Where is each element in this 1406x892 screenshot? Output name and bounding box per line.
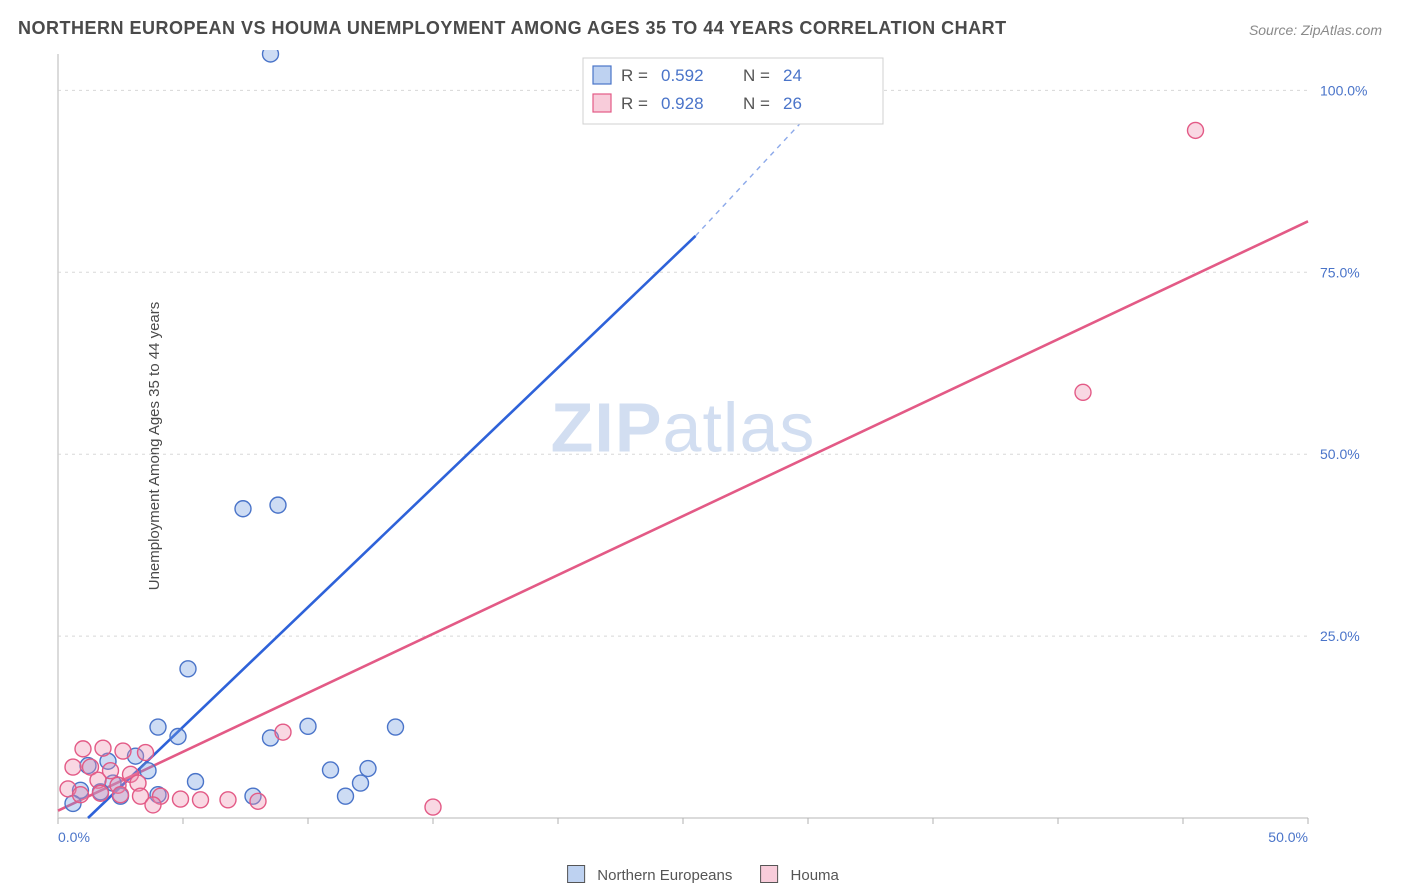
stats-swatch-blue bbox=[593, 66, 611, 84]
data-point-pink bbox=[1075, 384, 1091, 400]
legend-swatch-blue bbox=[567, 865, 585, 883]
data-point-blue bbox=[300, 718, 316, 734]
stats-r-label: R = bbox=[621, 94, 648, 113]
data-point-blue bbox=[188, 774, 204, 790]
x-tick-label: 0.0% bbox=[58, 829, 90, 845]
data-point-pink bbox=[138, 745, 154, 761]
data-point-blue bbox=[388, 719, 404, 735]
chart-title: NORTHERN EUROPEAN VS HOUMA UNEMPLOYMENT … bbox=[18, 18, 1007, 39]
data-point-blue bbox=[263, 50, 279, 62]
legend-item-blue: Northern Europeans bbox=[567, 865, 732, 884]
data-point-blue bbox=[323, 762, 339, 778]
data-point-pink bbox=[173, 791, 189, 807]
data-point-blue bbox=[170, 729, 186, 745]
stats-n-label: N = bbox=[743, 66, 770, 85]
y-tick-label: 25.0% bbox=[1320, 628, 1360, 644]
data-point-pink bbox=[93, 785, 109, 801]
bottom-legend: Northern Europeans Houma bbox=[567, 865, 839, 884]
stats-n-value-pink: 26 bbox=[783, 94, 802, 113]
x-tick-label: 50.0% bbox=[1268, 829, 1308, 845]
data-point-pink bbox=[95, 740, 111, 756]
data-point-pink bbox=[275, 724, 291, 740]
data-point-pink bbox=[250, 793, 266, 809]
stats-r-value-pink: 0.928 bbox=[661, 94, 704, 113]
data-point-blue bbox=[150, 719, 166, 735]
data-point-blue bbox=[235, 501, 251, 517]
data-point-blue bbox=[338, 788, 354, 804]
data-point-pink bbox=[113, 787, 129, 803]
stats-r-label: R = bbox=[621, 66, 648, 85]
data-point-pink bbox=[193, 792, 209, 808]
data-point-pink bbox=[1188, 122, 1204, 138]
legend-item-pink: Houma bbox=[760, 865, 839, 884]
data-point-pink bbox=[220, 792, 236, 808]
data-point-pink bbox=[425, 799, 441, 815]
data-point-blue bbox=[360, 761, 376, 777]
data-point-blue bbox=[353, 775, 369, 791]
y-tick-label: 75.0% bbox=[1320, 264, 1360, 280]
data-point-blue bbox=[270, 497, 286, 513]
y-tick-label: 100.0% bbox=[1320, 82, 1367, 98]
source-caption: Source: ZipAtlas.com bbox=[1249, 22, 1382, 38]
data-point-pink bbox=[115, 743, 131, 759]
data-point-blue bbox=[180, 661, 196, 677]
stats-r-value-blue: 0.592 bbox=[661, 66, 704, 85]
data-point-pink bbox=[73, 787, 89, 803]
stats-n-value-blue: 24 bbox=[783, 66, 802, 85]
legend-label-pink: Houma bbox=[791, 867, 839, 884]
data-point-pink bbox=[145, 797, 161, 813]
legend-swatch-pink bbox=[760, 865, 778, 883]
plot-area: 25.0% 50.0% 75.0% 100.0% 0.0% 50.0% ZIPatlas R … bbox=[50, 50, 1388, 852]
y-tick-label: 50.0% bbox=[1320, 446, 1360, 462]
data-point-pink bbox=[65, 759, 81, 775]
legend-label-blue: Northern Europeans bbox=[597, 867, 732, 884]
scatter-chart: 25.0% 50.0% 75.0% 100.0% 0.0% 50.0% ZIPatlas R … bbox=[50, 50, 1388, 852]
watermark: ZIPatlas bbox=[551, 388, 816, 466]
stats-n-label: N = bbox=[743, 94, 770, 113]
stats-swatch-pink bbox=[593, 94, 611, 112]
data-point-pink bbox=[75, 741, 91, 757]
